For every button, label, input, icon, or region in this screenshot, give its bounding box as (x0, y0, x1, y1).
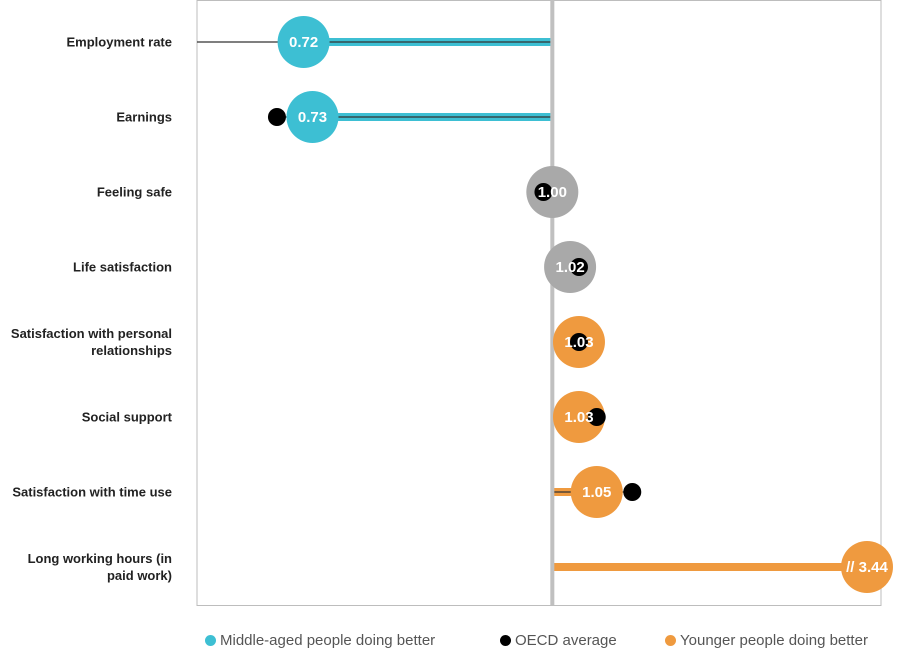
category-label: Satisfaction with personal relationships (10, 326, 172, 358)
oecd-dot (534, 183, 553, 201)
legend-label: OECD average (515, 632, 617, 649)
category-label: Earnings (116, 109, 172, 125)
legend-marker (500, 635, 511, 646)
value-label: 1.00 (538, 184, 567, 201)
value-label: 1.03 (564, 334, 593, 351)
category-label: Feeling safe (96, 184, 172, 200)
value-label: 1.05 (582, 484, 611, 501)
value-label: 1.03 (564, 409, 593, 426)
value-label: 1.02 (555, 259, 584, 276)
plot-frame (196, 0, 882, 606)
bubble (277, 16, 330, 68)
bubble (286, 91, 339, 143)
oecd-dot (569, 333, 588, 351)
bubble (841, 541, 893, 593)
oecd-dot (623, 483, 642, 501)
value-label: 0.72 (289, 34, 318, 51)
category-label: Long working hours (in paid work) (27, 551, 172, 583)
category-label: Social support (81, 409, 172, 425)
legend-item: OECD average (500, 632, 617, 649)
category-label: Life satisfaction (73, 259, 172, 275)
bar (552, 563, 867, 571)
legend-label: Middle-aged people doing better (220, 632, 436, 649)
oecd-dot (587, 408, 606, 426)
legend-item: Younger people doing better (665, 632, 868, 649)
legend-item: Middle-aged people doing better (205, 632, 435, 649)
oecd-dot (267, 108, 286, 126)
value-label: // 3.44 (846, 559, 888, 576)
category-label: Satisfaction with time use (12, 484, 172, 500)
bubble (552, 391, 605, 443)
value-label: 0.73 (298, 109, 327, 126)
oecd-dot (569, 258, 588, 276)
bubble (570, 466, 623, 518)
category-label: Employment rate (66, 34, 172, 50)
legend-marker (205, 635, 216, 646)
legend-label: Younger people doing better (680, 632, 868, 649)
legend-marker (665, 635, 676, 646)
